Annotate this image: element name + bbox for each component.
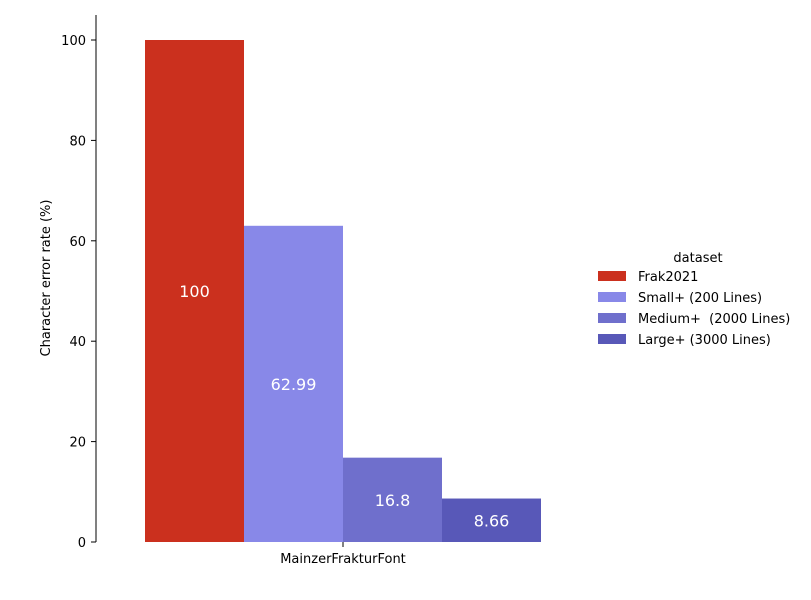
x-axis: MainzerFrakturFont — [280, 542, 406, 567]
legend-entry-label: Frak2021 — [638, 270, 698, 285]
legend-entry-label: Small+ (200 Lines) — [638, 291, 762, 306]
x-tick-label: MainzerFrakturFont — [280, 552, 406, 567]
legend-swatch — [598, 313, 626, 323]
y-tick-label: 40 — [69, 335, 86, 350]
bar-large-3000-lines — [442, 498, 541, 542]
legend-swatch — [598, 334, 626, 344]
bar-value-label: 8.66 — [474, 511, 510, 530]
legend-swatch — [598, 271, 626, 281]
legend-swatch — [598, 292, 626, 302]
y-tick-label: 100 — [61, 34, 86, 49]
bar-medium-2000-lines — [343, 457, 442, 542]
y-tick-label: 20 — [69, 436, 86, 451]
y-axis: 0 20 40 60 80 100 — [61, 15, 97, 551]
legend: dataset Frak2021 Small+ (200 Lines) Medium… — [598, 251, 790, 348]
bar-small-200-lines — [244, 225, 343, 542]
bar-value-label: 62.99 — [271, 375, 317, 394]
bar-frak2021 — [145, 40, 244, 542]
y-tick-label: 80 — [69, 134, 86, 149]
y-axis-title: Character error rate (%) — [39, 200, 54, 357]
bars-group — [145, 40, 541, 542]
legend-title: dataset — [673, 251, 722, 266]
y-tick-label: 0 — [78, 536, 86, 551]
bar-value-label: 100 — [179, 282, 210, 301]
bar-value-label: 16.8 — [375, 491, 411, 510]
legend-entry-label: Medium+ (2000 Lines) — [638, 312, 790, 327]
bar-labels-group: 100 62.99 16.8 8.66 — [179, 282, 509, 530]
y-tick-label: 60 — [69, 235, 86, 250]
legend-entry-label: Large+ (3000 Lines) — [638, 333, 771, 348]
legend-items: Frak2021 Small+ (200 Lines) Medium+ (2000 … — [598, 270, 790, 348]
